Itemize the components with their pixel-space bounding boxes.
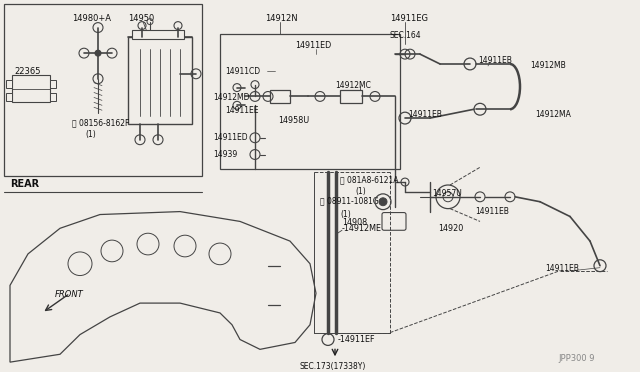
- Bar: [128, 38, 192, 124]
- Bar: [50, 93, 56, 101]
- Bar: [50, 80, 56, 87]
- Text: 14911ED: 14911ED: [295, 41, 332, 50]
- Text: 22365: 22365: [14, 67, 40, 76]
- Text: Ⓝ 08911-1081G: Ⓝ 08911-1081G: [320, 197, 379, 206]
- Circle shape: [379, 198, 387, 206]
- Text: JPP300 9: JPP300 9: [558, 354, 595, 363]
- Bar: [4, 4, 202, 176]
- Text: (1): (1): [85, 130, 96, 139]
- Text: 14920: 14920: [438, 224, 463, 233]
- Text: SEC.173(17338Y): SEC.173(17338Y): [300, 362, 366, 371]
- Text: 14912MD: 14912MD: [213, 93, 250, 103]
- Text: 14912MA: 14912MA: [535, 110, 571, 119]
- Text: 14957U: 14957U: [432, 189, 461, 198]
- Text: 14911EB: 14911EB: [475, 207, 509, 216]
- Text: 14912MB: 14912MB: [530, 61, 566, 70]
- Text: 14912MC: 14912MC: [335, 81, 371, 90]
- Text: 14939: 14939: [213, 150, 237, 158]
- Bar: [12, 75, 50, 102]
- Circle shape: [95, 50, 101, 56]
- Bar: [220, 35, 400, 169]
- Text: FRONT: FRONT: [55, 290, 84, 299]
- Text: Ⓑ 08156-8162F: Ⓑ 08156-8162F: [72, 118, 129, 127]
- Text: 14908: 14908: [342, 218, 367, 227]
- Text: -14912ME: -14912ME: [342, 224, 382, 233]
- Text: 14911CD: 14911CD: [225, 67, 260, 76]
- Bar: [6, 93, 12, 101]
- Bar: [132, 29, 184, 39]
- Text: 14911EB: 14911EB: [408, 110, 442, 119]
- Text: 14912N: 14912N: [265, 14, 298, 23]
- Text: -14911EF: -14911EF: [338, 334, 376, 344]
- Bar: [6, 80, 12, 87]
- Bar: [340, 90, 362, 103]
- Text: 14911EB: 14911EB: [545, 264, 579, 273]
- Polygon shape: [10, 212, 316, 362]
- Text: 14980+A: 14980+A: [72, 14, 111, 23]
- Text: REAR: REAR: [10, 179, 39, 189]
- Text: 14950: 14950: [128, 14, 154, 23]
- Text: 14958U: 14958U: [278, 116, 309, 125]
- Text: (1): (1): [355, 187, 365, 196]
- Bar: [270, 90, 290, 103]
- Text: (1): (1): [340, 209, 351, 219]
- Text: 14911EG: 14911EG: [390, 14, 428, 23]
- Text: 14911EB: 14911EB: [478, 56, 512, 65]
- FancyBboxPatch shape: [382, 212, 406, 230]
- Text: 14911EE: 14911EE: [225, 106, 259, 115]
- Text: 14911ED: 14911ED: [213, 133, 248, 142]
- Text: Ⓑ 081A8-6121A: Ⓑ 081A8-6121A: [340, 175, 399, 184]
- Text: SEC.164: SEC.164: [390, 32, 422, 41]
